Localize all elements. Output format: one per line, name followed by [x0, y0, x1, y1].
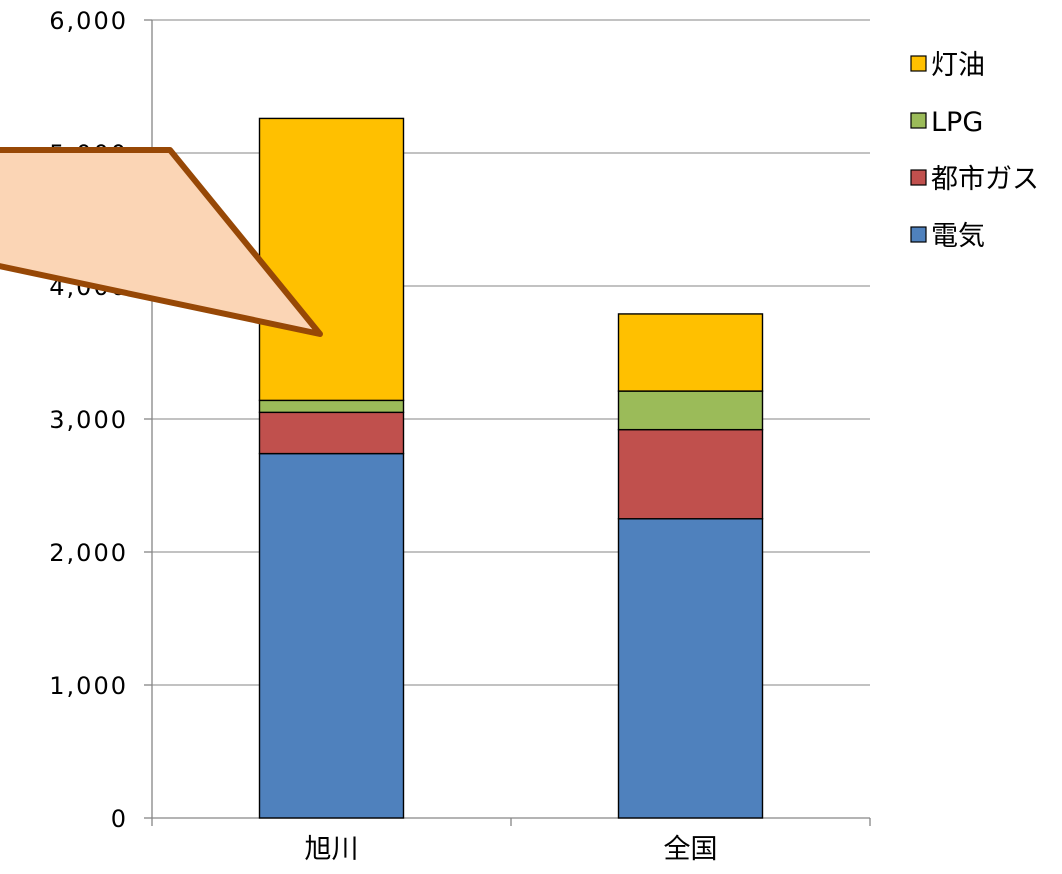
legend-label: LPG	[931, 107, 983, 138]
legend-swatch	[910, 169, 927, 186]
y-tick-label: 0	[111, 805, 128, 833]
legend-label: 電気	[931, 221, 985, 252]
bar-segment	[617, 428, 764, 520]
bar-segment	[258, 399, 405, 414]
category-labels: 旭川 全国	[305, 834, 718, 865]
legend-swatch	[910, 226, 927, 243]
y-tick-label: 2,000	[49, 539, 128, 567]
y-tick-label: 1,000	[49, 672, 128, 700]
y-tick-label: 3,000	[49, 406, 128, 434]
bar-segment	[258, 452, 405, 819]
bar-segment	[617, 518, 764, 819]
legend-swatch	[910, 112, 927, 129]
legend-label: 都市ガス	[931, 164, 1039, 195]
y-tick-label: 6,000	[49, 7, 128, 35]
annotation-callout	[0, 147, 323, 337]
callout-shape	[0, 147, 323, 337]
legend-swatch	[910, 55, 927, 72]
bar-segment	[258, 411, 405, 455]
legend-label: 灯油	[931, 50, 985, 81]
bar-segment	[617, 390, 764, 431]
bar-segment	[617, 313, 764, 392]
bars	[258, 117, 764, 819]
category-label: 旭川	[305, 834, 359, 865]
category-label: 全国	[664, 834, 718, 865]
bar-segment	[258, 117, 405, 402]
